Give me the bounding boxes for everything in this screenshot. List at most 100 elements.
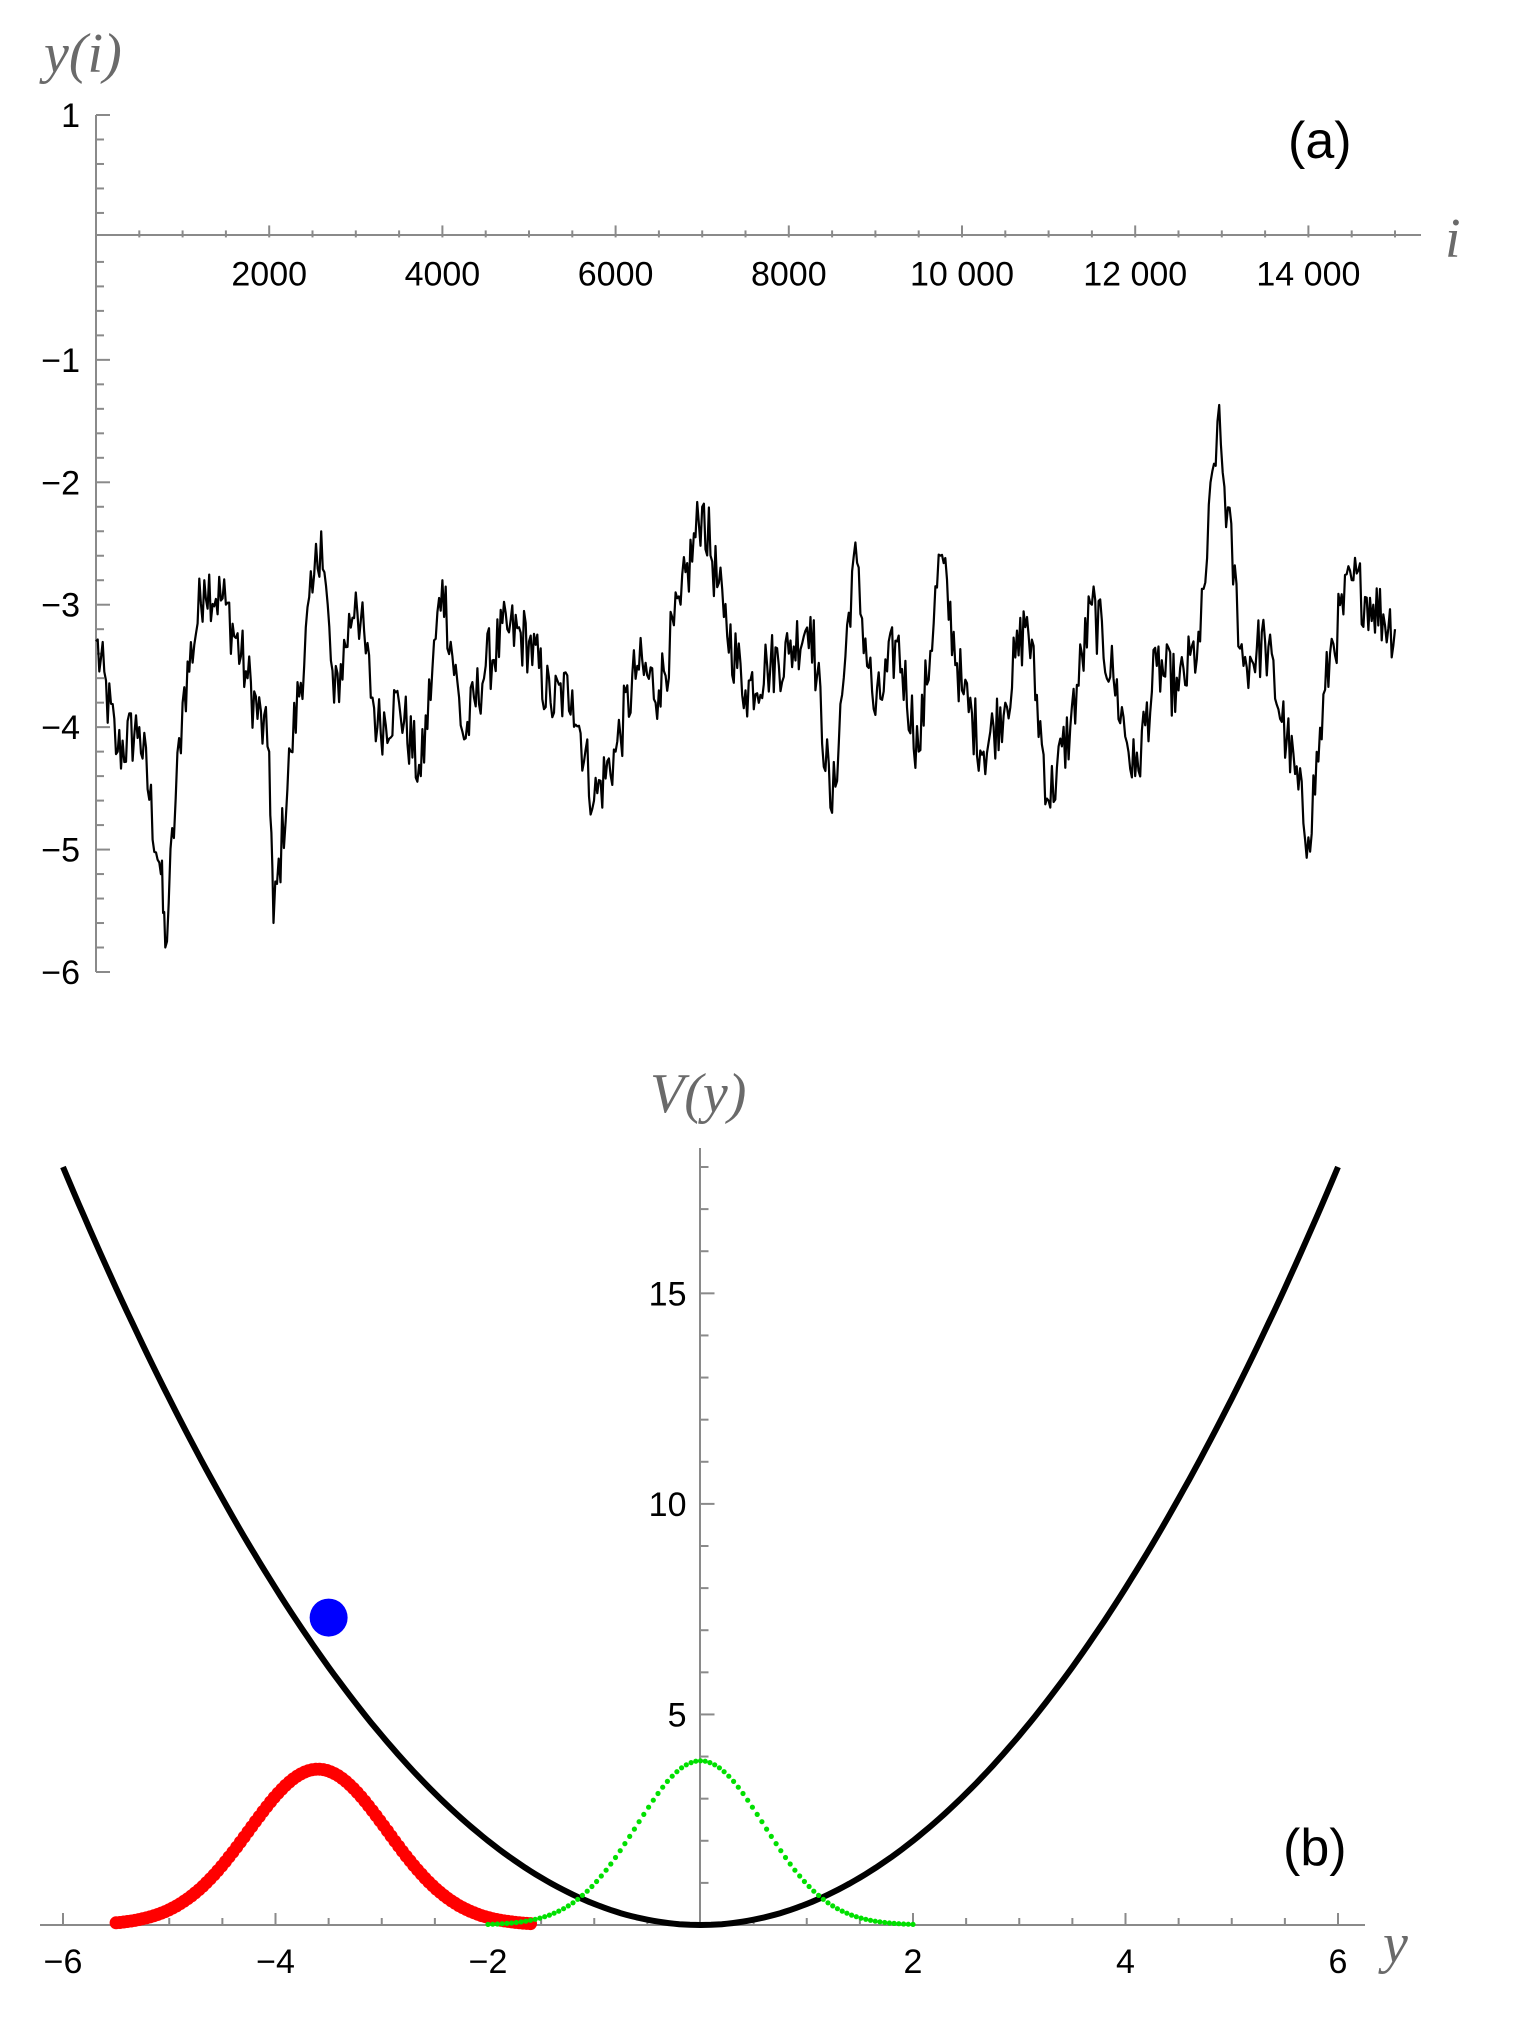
green-point bbox=[797, 1873, 803, 1879]
x-tick-label: 14 000 bbox=[1256, 255, 1360, 293]
green-point bbox=[622, 1841, 628, 1847]
green-point bbox=[735, 1784, 741, 1790]
green-point bbox=[726, 1773, 732, 1779]
green-point bbox=[523, 1918, 529, 1924]
green-point bbox=[617, 1848, 623, 1854]
green-point bbox=[702, 1758, 708, 1764]
panel-a: y(i) i (a) 2000 4000 6000 8000 10 000 12 000 1… bbox=[39, 23, 1461, 992]
green-point bbox=[792, 1867, 798, 1873]
y-tick-label: 1 bbox=[61, 97, 80, 135]
green-point bbox=[693, 1758, 699, 1764]
green-point bbox=[546, 1912, 553, 1918]
green-point bbox=[773, 1841, 779, 1847]
panel-a-y-axis-title: y(i) bbox=[39, 23, 122, 85]
green-point bbox=[636, 1819, 642, 1825]
green-point bbox=[849, 1912, 855, 1918]
green-point bbox=[669, 1773, 675, 1779]
green-point bbox=[905, 1921, 911, 1927]
green-point bbox=[688, 1760, 694, 1766]
green-point bbox=[740, 1790, 746, 1797]
x-tick-label: 10 000 bbox=[910, 255, 1014, 293]
green-point bbox=[745, 1797, 751, 1803]
green-point bbox=[650, 1797, 656, 1803]
green-point bbox=[542, 1914, 548, 1920]
x-tick-label: −4 bbox=[256, 1943, 295, 1981]
green-point bbox=[537, 1915, 543, 1921]
panel-b-y-axis-title: V(y) bbox=[650, 1063, 746, 1125]
green-point bbox=[764, 1826, 770, 1832]
panel-a-x-axis-title: i bbox=[1445, 208, 1461, 270]
green-point bbox=[901, 1921, 907, 1927]
green-point bbox=[749, 1804, 756, 1810]
green-point bbox=[830, 1903, 836, 1909]
green-point bbox=[608, 1861, 614, 1867]
green-point bbox=[641, 1811, 647, 1817]
green-point bbox=[782, 1854, 789, 1861]
green-point bbox=[787, 1861, 793, 1867]
green-point bbox=[494, 1921, 500, 1927]
panel-b-series bbox=[60, 1165, 1341, 1931]
green-point bbox=[561, 1906, 567, 1912]
green-point bbox=[655, 1790, 661, 1797]
green-point bbox=[853, 1914, 859, 1920]
green-point bbox=[867, 1917, 874, 1923]
panel-b: V(y) y (b) −6 −4 −2 2 4 6 5 10 15 bbox=[40, 1063, 1408, 1981]
panel-b-y-tick-labels: 5 10 15 bbox=[649, 1275, 687, 1734]
green-point bbox=[674, 1769, 680, 1775]
green-point bbox=[877, 1919, 883, 1925]
x-tick-label: 6 bbox=[1329, 1943, 1348, 1981]
green-point bbox=[863, 1916, 869, 1922]
y-tick-label: 10 bbox=[649, 1486, 687, 1524]
green-point bbox=[697, 1758, 704, 1764]
green-point bbox=[801, 1878, 808, 1885]
particle-marker bbox=[309, 1598, 348, 1637]
green-point bbox=[532, 1916, 538, 1922]
x-tick-label: 4 bbox=[1116, 1943, 1135, 1981]
y-tick-label: 15 bbox=[649, 1275, 687, 1313]
green-point bbox=[490, 1921, 496, 1927]
green-point bbox=[825, 1900, 831, 1906]
green-point bbox=[579, 1892, 586, 1898]
x-tick-label: 2 bbox=[904, 1943, 923, 1981]
green-point bbox=[891, 1920, 897, 1926]
green-point bbox=[683, 1762, 689, 1768]
green-point bbox=[485, 1921, 491, 1927]
green-point bbox=[731, 1778, 737, 1784]
green-point bbox=[575, 1896, 581, 1902]
series-y-of-i bbox=[95, 403, 1397, 949]
green-point bbox=[910, 1921, 916, 1927]
panel-b-x-tick-labels: −6 −4 −2 2 4 6 bbox=[44, 1943, 1348, 1981]
y-tick-label: −6 bbox=[41, 954, 80, 992]
green-point bbox=[509, 1920, 515, 1926]
y-tick-label: 5 bbox=[668, 1696, 687, 1734]
green-point bbox=[806, 1883, 812, 1890]
red-distribution bbox=[109, 1762, 537, 1931]
green-point bbox=[872, 1918, 878, 1924]
x-tick-label: 4000 bbox=[405, 255, 481, 293]
green-point bbox=[768, 1833, 774, 1839]
green-point bbox=[716, 1765, 723, 1771]
green-distribution bbox=[485, 1758, 916, 1927]
x-tick-label: 2000 bbox=[231, 255, 307, 293]
x-tick-label: −6 bbox=[44, 1943, 83, 1981]
y-tick-label: −1 bbox=[41, 342, 80, 380]
green-point bbox=[556, 1908, 562, 1914]
green-point bbox=[551, 1910, 557, 1916]
y-tick-label: −3 bbox=[41, 587, 80, 625]
panel-a-label: (a) bbox=[1288, 112, 1352, 170]
green-point bbox=[584, 1888, 590, 1894]
potential-curve bbox=[60, 1165, 1341, 1929]
green-point bbox=[754, 1811, 760, 1817]
green-point bbox=[646, 1804, 652, 1810]
green-point bbox=[518, 1919, 524, 1925]
green-point bbox=[886, 1920, 893, 1926]
y-tick-label: −4 bbox=[41, 709, 80, 747]
x-tick-label: 6000 bbox=[578, 255, 654, 293]
panel-a-x-tick-labels: 2000 4000 6000 8000 10 000 12 000 14 000 bbox=[231, 255, 1360, 293]
green-point bbox=[858, 1915, 864, 1921]
x-tick-label: 12 000 bbox=[1083, 255, 1187, 293]
green-point bbox=[603, 1867, 609, 1873]
green-point bbox=[627, 1833, 633, 1839]
green-point bbox=[834, 1906, 841, 1912]
